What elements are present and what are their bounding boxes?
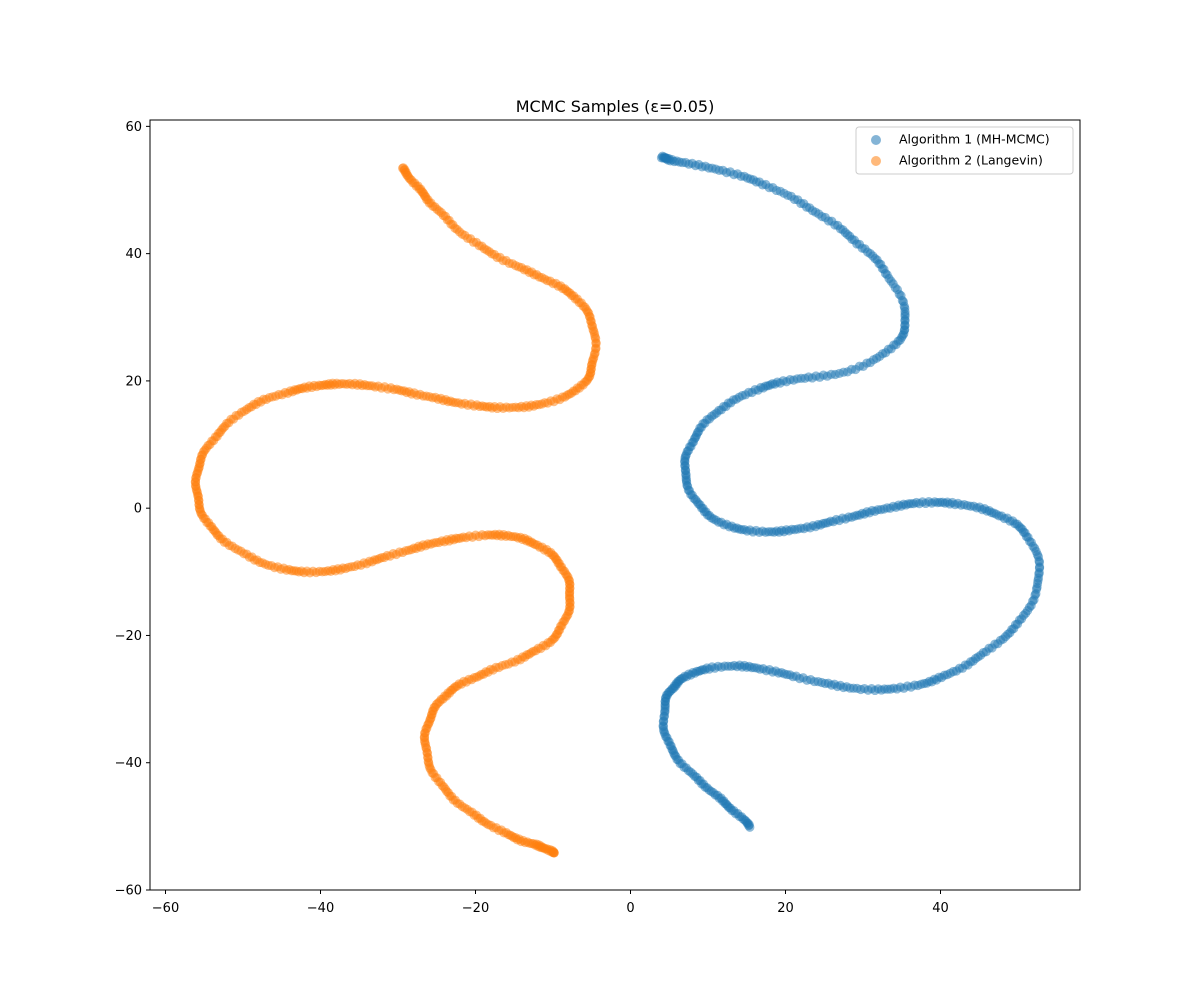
x-axis-ticks: −60 −40 −20 0 20 40 (152, 890, 949, 916)
x-tick-label: −60 (152, 901, 179, 916)
y-tick-label: 40 (125, 247, 142, 262)
data-layer (190, 151, 1045, 858)
x-tick-label: 40 (932, 901, 949, 916)
y-tick-label: 0 (134, 502, 142, 517)
y-tick-label: 20 (125, 374, 142, 389)
plot-frame (149, 119, 1081, 891)
legend: Algorithm 1 (MH-MCMC) Algorithm 2 (Lange… (855, 126, 1074, 175)
data-point (745, 822, 755, 832)
y-tick-label: 60 (125, 120, 142, 135)
series-1 (656, 151, 1045, 832)
legend-label-algorithm-2: Algorithm 2 (Langevin) (899, 153, 1043, 168)
legend-label-algorithm-1: Algorithm 1 (MH-MCMC) (899, 132, 1050, 147)
x-tick-label: 0 (626, 901, 634, 916)
chart-title: MCMC Samples (ε=0.05) (516, 97, 715, 116)
data-point (549, 848, 559, 858)
legend-box (855, 126, 1074, 175)
legend-marker-algorithm-1 (871, 135, 881, 145)
y-tick-label: −20 (115, 629, 142, 644)
y-tick-label: −60 (115, 884, 142, 899)
legend-marker-algorithm-2 (871, 156, 881, 166)
x-tick-label: 20 (777, 901, 794, 916)
x-tick-label: −20 (462, 901, 489, 916)
series-2 (190, 163, 601, 858)
x-tick-label: −40 (307, 901, 334, 916)
y-axis-ticks: −60 −40 −20 0 20 40 60 (115, 120, 150, 899)
y-tick-label: −40 (115, 756, 142, 771)
